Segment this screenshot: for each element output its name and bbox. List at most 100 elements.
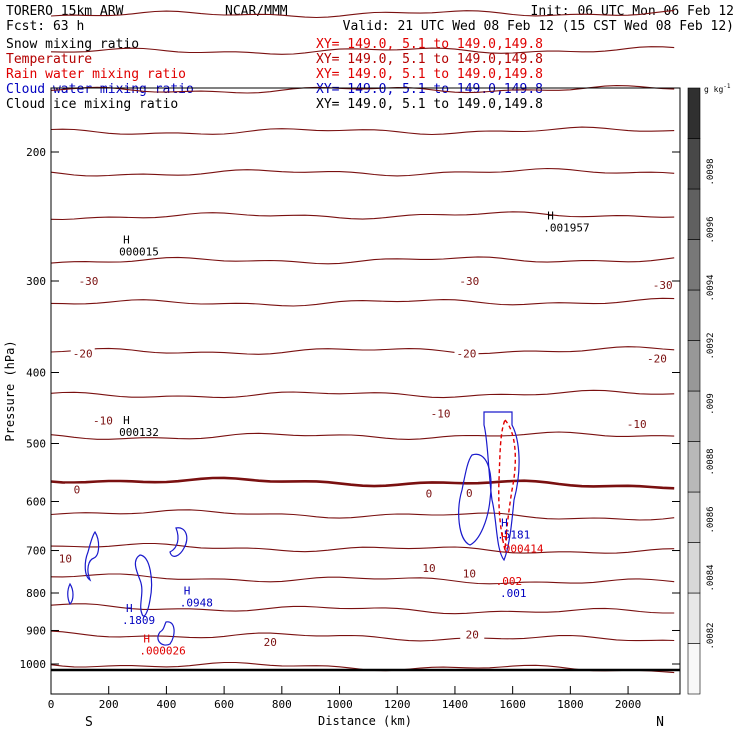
contour-label: -10 <box>93 414 113 427</box>
cloud-water-contour <box>134 554 153 617</box>
contour-label: 0 <box>74 484 81 497</box>
contour-label: -30 <box>459 275 479 288</box>
contour-label-bg <box>258 635 283 647</box>
colorbar-cell <box>687 542 701 594</box>
cloud-water-contour <box>67 582 74 606</box>
colorbar-cell <box>687 188 701 240</box>
contour-label-bg <box>416 562 441 574</box>
cloud-water-contour <box>458 453 492 546</box>
contour-label: -10 <box>627 418 647 431</box>
field-list: Snow mixing ratio XY= 149.0, 5.1 to 149.0… <box>6 37 543 112</box>
contour-label: 20 <box>264 636 277 649</box>
annotation-value: 000132 <box>119 426 159 439</box>
plot-frame <box>50 87 681 695</box>
temperature-contour <box>50 126 675 136</box>
temperature-contour <box>50 167 675 177</box>
contour-label: -20 <box>457 348 477 361</box>
colorbar-tick-label: .0084 <box>706 564 716 591</box>
temperature-contour <box>50 509 675 521</box>
y-tick-label: 900 <box>26 624 46 637</box>
colorbar-tick-label: .009 <box>706 393 716 415</box>
temperature-contour <box>50 573 675 585</box>
colorbar-cell <box>687 340 701 392</box>
contour-label-bg <box>624 417 649 429</box>
contour-label-bg <box>457 274 482 286</box>
temperature-contour <box>50 603 675 615</box>
temperature-contour <box>50 46 675 55</box>
contour-label-bg <box>76 274 101 286</box>
contour-label-bg <box>457 486 482 498</box>
x-tick-label: 1600 <box>499 698 526 711</box>
temperature-contour <box>50 297 675 307</box>
contour-label-bg <box>53 552 78 564</box>
x-axis-title: Distance (km) <box>318 714 412 728</box>
cloud-water-contour <box>169 527 188 557</box>
field-name: Cloud ice mixing ratio <box>6 97 178 112</box>
x-tick-label: 800 <box>272 698 292 711</box>
y-axis-title: Pressure (hPa) <box>3 340 17 441</box>
contour-label-bg <box>644 352 669 364</box>
high-marker: H <box>123 233 130 246</box>
field-xy: XY= 149.0, 5.1 to 149.0,149.8 <box>316 37 543 52</box>
colorbar-cell <box>687 289 701 341</box>
high-marker: H <box>123 414 130 427</box>
contour-label: 10 <box>463 567 476 580</box>
colorbar-tick-label: .0086 <box>706 506 716 533</box>
contour-label-bg <box>428 407 453 419</box>
temperature-contour <box>50 389 675 399</box>
colorbar-cell <box>687 592 701 644</box>
rain-water-contours <box>498 418 516 551</box>
annotation-value: 000015 <box>119 245 159 258</box>
field-xy: XY= 149.0, 5.1 to 149.0,149.8 <box>316 67 543 82</box>
x-end-label-south: S <box>85 715 93 730</box>
colorbar: .0082 .0084 .0086 .0088 .009 .0092 .0094 .0096.… <box>687 87 716 695</box>
valid-time: Valid: 21 UTC Wed 08 Feb 12 (15 CST Wed … <box>343 19 734 34</box>
x-tick-label: 1400 <box>442 698 469 711</box>
x-end-label-north: N <box>656 715 664 730</box>
temperature-contours: -30 -30 -30 -20 -20 -20 -10 -10 -10 0 0 0 10 10 10 20 20 <box>50 9 675 674</box>
annotation-value: .001957 <box>543 221 589 234</box>
high-marker: H <box>184 585 191 598</box>
contour-label: -30 <box>653 279 673 292</box>
cloud-water-contour <box>84 530 100 582</box>
high-marker: H <box>501 531 508 544</box>
contour-label: -20 <box>647 353 667 366</box>
contour-label-bg <box>454 347 479 359</box>
colorbar-tick-label: .0088 <box>706 448 716 475</box>
x-tick-label: 1000 <box>326 698 353 711</box>
x-tick-label: 2000 <box>615 698 642 711</box>
field-name: Temperature <box>6 52 92 67</box>
contour-label-bg <box>457 567 482 579</box>
x-tick-label: 0 <box>48 698 55 711</box>
y-tick-label: 600 <box>26 495 46 508</box>
field-xy: XY= 149.0, 5.1 to 149.0,149.8 <box>316 52 543 67</box>
colorbar-tick-label: .0094 <box>706 274 716 301</box>
center-title: NCAR/MMM <box>225 4 288 19</box>
colorbar-unit: g kg-1 <box>704 83 731 94</box>
x-tick-label: 200 <box>99 698 119 711</box>
field-name: Rain water mixing ratio <box>6 67 186 82</box>
high-marker: H <box>501 517 508 530</box>
contour-label: 0 <box>426 487 433 500</box>
annotation-value: .001 <box>500 587 527 600</box>
y-tick-label: 500 <box>26 437 46 450</box>
temperature-contour <box>50 476 675 490</box>
y-tick-label: 300 <box>26 275 46 288</box>
annotation-value: .000026 <box>139 645 185 658</box>
temperature-contour <box>50 256 675 265</box>
contour-label-bg <box>90 414 115 426</box>
colorbar-tick-label: .0096 <box>706 216 716 243</box>
contour-label: 20 <box>466 629 479 642</box>
annotation-value: .5181 <box>497 529 530 542</box>
contour-label: 10 <box>59 553 72 566</box>
y-tick-label: 200 <box>26 146 46 159</box>
x-tick-label: 400 <box>156 698 176 711</box>
temperature-contour <box>50 431 675 440</box>
x-tick-label: 600 <box>214 698 234 711</box>
contour-label: -20 <box>73 348 93 361</box>
contour-label: -10 <box>431 407 451 420</box>
colorbar-cell <box>687 643 701 695</box>
init-time: Init: 06 UTC Mon 06 Feb 12 <box>531 4 735 19</box>
contour-label: -30 <box>79 275 99 288</box>
